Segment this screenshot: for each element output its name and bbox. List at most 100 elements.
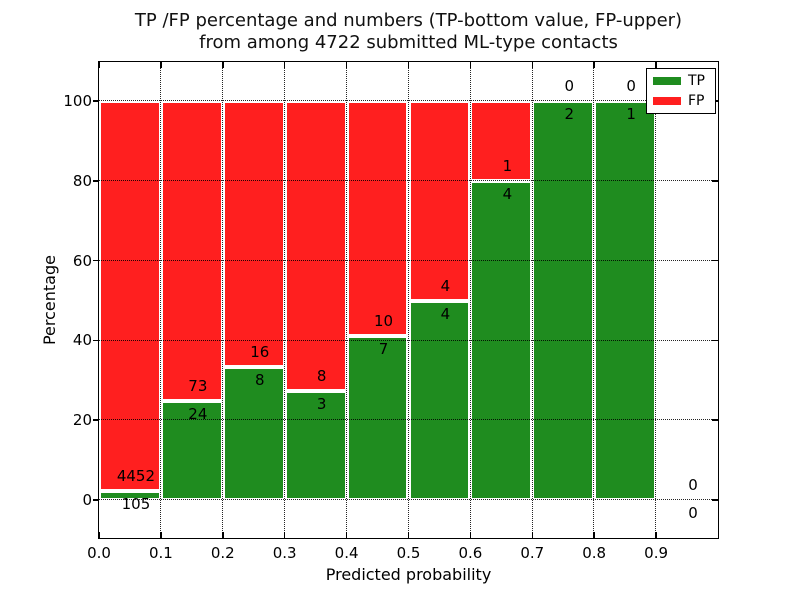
gridline-vertical [407,62,409,539]
annotation-fp-count: 8 [316,367,327,386]
annotation-fp-count: 1 [502,156,513,175]
legend-row: FP [653,92,709,110]
x-tick-mark-top [345,62,348,68]
y-tick-label: 0 [82,491,92,509]
annotation-tp-count: 4 [502,184,513,203]
x-tick-mark-top [98,62,100,68]
gridline-vertical [469,62,471,539]
x-tick-label: 0.2 [210,544,235,562]
annotation-fp-count: 0 [626,77,636,95]
y-tick-mark [93,100,99,102]
bar-segment-fp [160,101,223,402]
x-tick-label: 0.4 [334,544,359,562]
bar-segment-tp [99,490,161,500]
x-tick-mark [345,532,348,539]
x-tick-mark [469,532,472,539]
gridline-vertical [345,62,347,539]
y-tick-label: 40 [72,331,92,350]
chart-title-line1: TP /FP percentage and numbers (TP-bottom… [134,10,683,31]
x-tick-mark-top [531,62,534,68]
bar-segment-tp [408,300,471,500]
x-tick-label: 0.0 [87,544,111,562]
legend: TP FP [646,68,716,114]
x-tick-label: 0.7 [520,544,545,562]
bar-segment-fp [284,101,347,392]
x-tick-label: 0.9 [644,544,669,562]
annotation-tp-count: 24 [188,405,208,424]
bar-segment-tp [222,367,285,500]
annotation-tp-count: 8 [254,371,265,389]
gridline-vertical [222,62,224,539]
x-tick-mark-top [222,62,224,68]
x-tick-mark-top [407,62,410,68]
x-tick-mark-top [283,62,286,68]
gridline-vertical [160,62,162,539]
y-tick-mark-right [712,499,718,501]
gridline-vertical [531,62,533,539]
bar-segment-fp [346,101,409,336]
x-tick-mark [655,532,657,539]
y-tick-label: 20 [72,411,92,430]
x-tick-mark [98,532,100,539]
bar-segment-tp [594,101,657,500]
y-tick-mark-right [712,419,718,421]
bar-segment-tp [160,401,223,500]
annotation-fp-count: 16 [250,343,270,361]
gridline-vertical [655,62,657,539]
x-tick-label: 0.5 [396,544,421,562]
y-tick-label: 60 [72,251,92,270]
legend-label: FP [688,92,705,109]
x-tick-mark [593,532,595,539]
annotation-tp-count: 4 [440,304,451,323]
annotation-fp-count: 4 [440,276,451,295]
x-tick-mark-top [469,62,472,68]
gridline-vertical [283,62,285,539]
y-axis-label: Percentage [40,255,59,346]
annotation-fp-count: 0 [564,77,575,95]
y-tick-mark [93,259,99,262]
y-tick-mark [93,180,99,182]
annotation-fp-count: 73 [188,377,208,396]
x-tick-mark-top [655,62,657,68]
x-tick-mark-top [160,62,162,68]
y-tick-mark-right [712,259,718,262]
annotation-fp-count: 10 [374,311,394,330]
annotation-tp-count: 105 [121,494,151,513]
bar-segment-tp [284,391,347,500]
x-tick-mark [222,532,224,539]
annotation-tp-count: 2 [564,105,575,123]
chart-title-line2: from among 4722 submitted ML-type contac… [199,32,618,53]
annotation-tp-count: 3 [316,395,327,414]
annotation-tp-count: 7 [378,339,389,358]
annotation-fp-count: 0 [688,476,698,494]
x-tick-label: 0.8 [582,544,607,562]
bar-segment-fp [99,101,161,491]
legend-row: TP [653,72,709,90]
annotation-tp-count: 0 [688,504,698,522]
bar-segment-fp [470,101,533,181]
y-tick-label: 100 [63,92,92,110]
legend-swatch-fp [653,96,681,105]
x-tick-label: 0.1 [148,544,173,562]
x-tick-mark [283,532,286,539]
y-tick-mark [93,499,99,501]
x-tick-mark-top [593,62,595,68]
bar-segment-tp [346,335,409,500]
x-tick-label: 0.6 [458,544,483,562]
x-axis-label: Predicted probability [325,565,492,584]
y-tick-mark-right [712,180,718,182]
bar-segment-fp [222,101,285,367]
y-tick-label: 80 [72,171,92,190]
y-tick-mark [93,419,99,421]
x-tick-mark [531,532,534,539]
y-tick-mark-right [712,339,718,342]
x-tick-mark [160,532,162,539]
annotation-tp-count: 1 [626,105,636,123]
x-tick-label: 0.3 [272,544,297,562]
bar-segment-tp [532,101,595,500]
annotation-fp-count: 4452 [116,466,156,485]
bar-segment-fp [408,101,471,301]
legend-swatch-tp [653,77,681,86]
legend-label: TP [688,73,705,90]
